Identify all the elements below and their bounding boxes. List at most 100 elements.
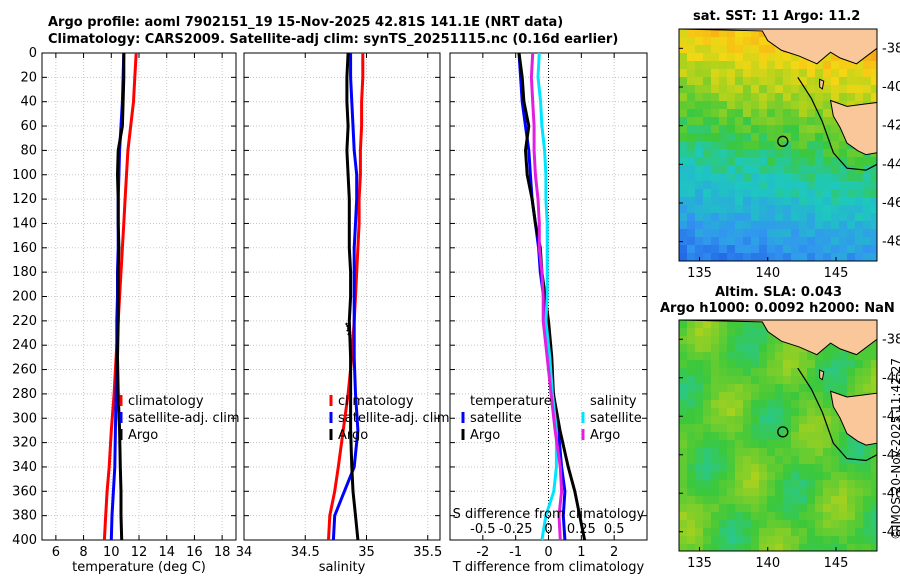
sst-map-cell xyxy=(743,149,751,157)
sla-map-cell xyxy=(687,392,695,400)
sla-map-cell xyxy=(727,400,735,408)
sst-map-cell xyxy=(783,165,791,173)
sst-map-cell xyxy=(735,37,743,45)
sla-map-cell xyxy=(839,384,847,392)
sla-map-cell xyxy=(711,320,719,328)
sla-map-cell xyxy=(751,344,759,352)
depth-tick-label: 200 xyxy=(12,290,37,305)
sst-map-cell xyxy=(847,205,855,213)
sst-map-cell xyxy=(871,197,877,205)
sst-map-cell xyxy=(863,69,871,77)
sla-map-cell xyxy=(687,504,695,512)
sst-map-cell xyxy=(695,165,703,173)
sla-map-cell xyxy=(735,328,743,336)
sst-map-cell xyxy=(759,117,767,125)
sst-map-cell xyxy=(719,197,727,205)
diff-panel-t-legend-label: satellite xyxy=(470,411,522,426)
sla-map-cell xyxy=(679,376,687,384)
sst-map-cell xyxy=(735,85,743,93)
sst-map-cell xyxy=(783,133,791,141)
sla-map-cell xyxy=(743,368,751,376)
sst-map-cell xyxy=(743,189,751,197)
sla-map-cell xyxy=(679,520,687,528)
sla-map-cell xyxy=(847,480,855,488)
sst-map-cell xyxy=(871,189,877,197)
sst-map-cell xyxy=(839,85,847,93)
sst-map-cell xyxy=(679,221,687,229)
sla-map-cell xyxy=(759,384,767,392)
sst-map-cell xyxy=(695,85,703,93)
sla-map-cell xyxy=(743,512,751,520)
sla-map-cell xyxy=(687,432,695,440)
sst-map-cell xyxy=(759,157,767,165)
sla-map-cell xyxy=(703,344,711,352)
sst-map-cell xyxy=(815,173,823,181)
sla-map-cell xyxy=(799,400,807,408)
sst-map-cell xyxy=(703,245,711,253)
sla-map-cell xyxy=(767,480,775,488)
sla-map-cell xyxy=(759,520,767,528)
temp-panel-legend-label: Argo xyxy=(128,428,158,443)
sla-map-cell xyxy=(743,320,751,328)
sla-map-cell xyxy=(823,504,831,512)
sst-map-argo-marker xyxy=(777,135,789,147)
sst-map-cell xyxy=(719,125,727,133)
sla-map-cell xyxy=(863,544,871,551)
sla-map-cell xyxy=(735,360,743,368)
sst-map-cell xyxy=(839,141,847,149)
sla-map-cell xyxy=(799,496,807,504)
sst-map-cell xyxy=(751,157,759,165)
sla-map-cell xyxy=(743,496,751,504)
sla-map-cell xyxy=(863,528,871,536)
sla-map-cell xyxy=(719,544,727,551)
sst-map-cell xyxy=(847,77,855,85)
sla-map-cell xyxy=(791,472,799,480)
sla-map-cell xyxy=(775,464,783,472)
sla-map-cell xyxy=(871,352,877,360)
sst-map-cell xyxy=(679,85,687,93)
sst-map-cell xyxy=(759,45,767,53)
sal-panel-line-satellite-adj-clim xyxy=(331,53,360,541)
sst-map-cell xyxy=(743,117,751,125)
sst-map-cell xyxy=(679,53,687,61)
sla-map-cell xyxy=(679,336,687,344)
sla-map-cell xyxy=(727,344,735,352)
sst-map-cell xyxy=(759,101,767,109)
sla-map-cell xyxy=(783,512,791,520)
sla-map-cell xyxy=(751,352,759,360)
sla-map-cell xyxy=(783,448,791,456)
sla-map-cell xyxy=(839,464,847,472)
sla-map-cell xyxy=(703,328,711,336)
sla-map-cell xyxy=(799,512,807,520)
sst-map-cell xyxy=(791,61,799,69)
sst-map-cell xyxy=(823,213,831,221)
sst-map-cell xyxy=(863,189,871,197)
sst-map-cell xyxy=(855,149,863,157)
sst-map-cell xyxy=(695,229,703,237)
sst-map-cell xyxy=(823,93,831,101)
sla-map-cell xyxy=(791,488,799,496)
sla-map-cell xyxy=(751,536,759,544)
sst-map-cell xyxy=(767,149,775,157)
sla-map-cell xyxy=(719,424,727,432)
sla-map-cell xyxy=(751,432,759,440)
sst-map-cell xyxy=(855,181,863,189)
sla-map-cell xyxy=(679,536,687,544)
sla-map-cell xyxy=(687,472,695,480)
sla-map-cell xyxy=(839,456,847,464)
sla-map-cell xyxy=(695,368,703,376)
sst-map-cell xyxy=(783,69,791,77)
sla-map-cell xyxy=(807,488,815,496)
sst-map-cell xyxy=(863,237,871,245)
sst-map-cell xyxy=(815,157,823,165)
sla-map: 135 140 145 -38 -40 -42 -44 -46 -48 xyxy=(678,319,900,571)
sst-map-cell xyxy=(799,149,807,157)
sla-map-argo-marker xyxy=(777,426,789,438)
sst-map-ytick-label: -46 xyxy=(882,196,900,211)
sst-map-cell xyxy=(823,205,831,213)
sla-map-cell xyxy=(831,448,839,456)
sst-map-cell xyxy=(791,133,799,141)
sla-map-ytick-label: -46 xyxy=(882,486,900,501)
sst-map-cell xyxy=(751,245,759,253)
sst-map-cell xyxy=(799,109,807,117)
